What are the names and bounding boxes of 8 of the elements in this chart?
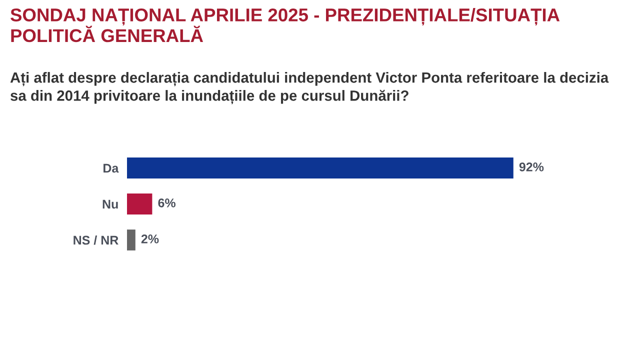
y-tick-label: Nu <box>102 200 118 209</box>
data-label: 2% <box>141 234 159 244</box>
data-label: 6% <box>158 198 176 208</box>
chart-subtitle: Ați aflat despre declarația candidatului independent Victor Ponta referitoare la decizia sa din 2014 privitoare la inundațiile de pe cursul Dunării? <box>10 72 609 104</box>
y-tick-label: Da <box>104 164 119 173</box>
y-tick-label: NS / NR <box>74 235 118 245</box>
data-label: 92% <box>519 162 544 172</box>
chart-title: SONDAJ NAȚIONAL APRILIE 2025 - PREZIDENȚIALE/SITUAȚIA POLITICĂ GENERALĂ <box>10 8 560 42</box>
